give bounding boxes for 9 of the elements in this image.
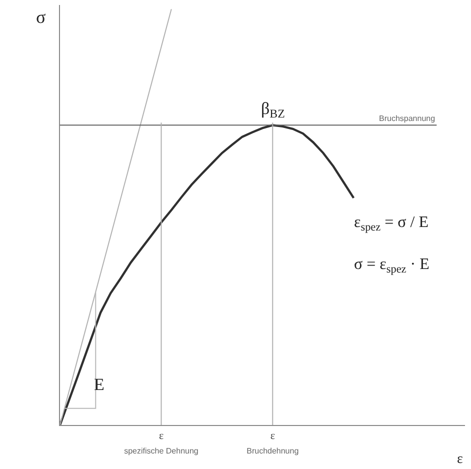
x-axis-title: ε bbox=[457, 452, 463, 467]
annotation: E bbox=[94, 375, 104, 394]
x-tick-label: ε spezifische Dehnung bbox=[124, 430, 198, 456]
annotation: ε$_{spez}$ = σ / E bbox=[354, 214, 428, 234]
ref-line-label: Bruchspannung bbox=[379, 114, 436, 123]
x-tick-label: ε Bruchdehnung bbox=[246, 430, 299, 456]
annotation: σ = ε$_{spez}$ · E bbox=[354, 256, 430, 276]
y-axis-title: σ bbox=[36, 7, 46, 27]
annotation: β$_{BZ}$ bbox=[261, 99, 285, 121]
